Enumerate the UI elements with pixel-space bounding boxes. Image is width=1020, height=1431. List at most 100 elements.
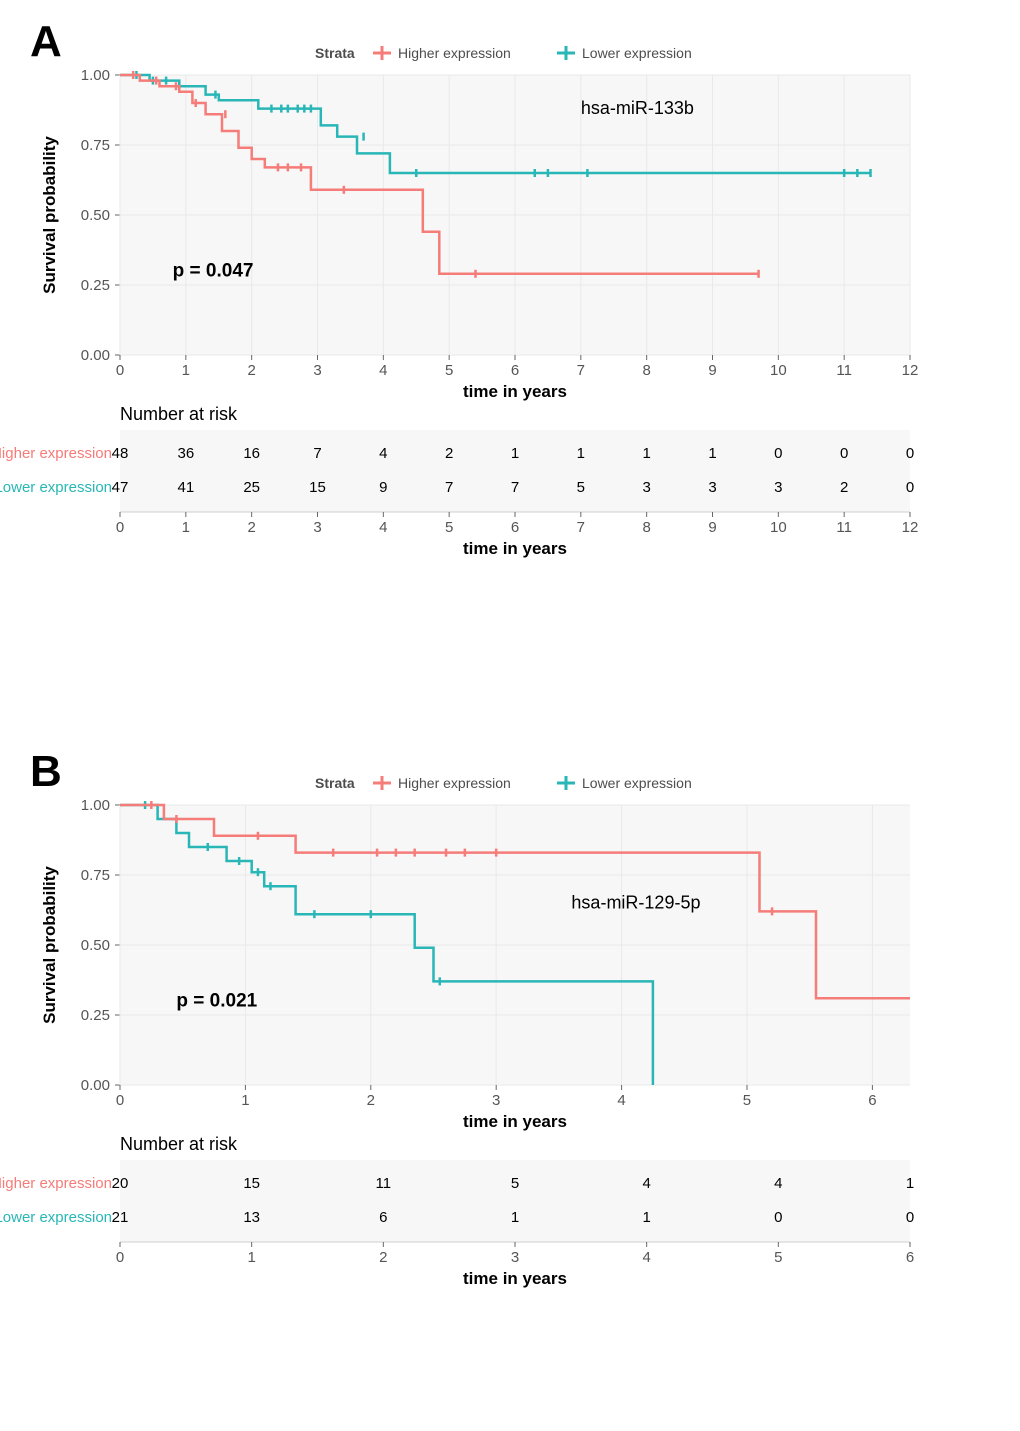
risk-x-title: time in years [463,1269,567,1288]
risk-value: 1 [511,445,519,462]
x-tick-label: 12 [902,362,919,379]
risk-value: 7 [313,445,321,462]
risk-value: 2 [840,479,848,496]
x-tick-label: 6 [868,1092,876,1109]
risk-value: 2 [445,445,453,462]
risk-value: 3 [774,479,782,496]
risk-value: 5 [577,479,585,496]
risk-value: 36 [177,445,194,462]
x-tick-label: 11 [836,362,852,379]
x-tick-label: 4 [617,1092,625,1109]
risk-value: 6 [379,1209,387,1226]
risk-value: 4 [774,1175,782,1192]
risk-value: 1 [906,1175,914,1192]
risk-value: 16 [243,445,260,462]
risk-value: 1 [642,445,650,462]
p-value: p = 0.047 [173,261,254,282]
risk-strata-label: Higher expression [0,445,112,462]
risk-value: 1 [708,445,716,462]
y-axis-title: Survival probability [40,136,59,294]
plot-area: 0.000.250.500.751.000123456789101112time… [40,67,918,401]
risk-x-tick: 5 [774,1249,782,1266]
x-tick-label: 2 [247,362,255,379]
x-tick-label: 3 [492,1092,500,1109]
legend-item-label: Higher expression [398,775,511,791]
risk-value: 48 [112,445,129,462]
x-tick-label: 0 [116,362,124,379]
risk-value: 21 [112,1209,129,1226]
risk-strata-label: Higher expression [0,1175,112,1192]
x-axis-title: time in years [463,382,567,401]
legend-item-label: Lower expression [582,45,692,61]
risk-value: 7 [511,479,519,496]
risk-value: 3 [642,479,650,496]
risk-value: 9 [379,479,387,496]
km-panel-B: Strata Higher expression Lower expression 0… [0,770,1020,1355]
x-tick-label: 9 [708,362,716,379]
risk-value: 0 [906,479,914,496]
risk-x-tick: 2 [247,519,255,536]
risk-value: 4 [642,1175,650,1192]
y-tick-label: 0.25 [81,1007,110,1024]
risk-value: 3 [708,479,716,496]
risk-x-tick: 6 [906,1249,914,1266]
risk-value: 47 [112,479,129,496]
risk-value: 7 [445,479,453,496]
x-tick-label: 1 [182,362,190,379]
risk-table: Number at risk Higher expression48 36 16 7 4 2… [0,404,918,558]
risk-value: 0 [906,1209,914,1226]
x-tick-label: 7 [577,362,585,379]
risk-x-tick: 12 [902,519,919,536]
risk-x-tick: 9 [708,519,716,536]
risk-x-tick: 2 [379,1249,387,1266]
y-tick-label: 0.00 [81,1077,110,1094]
risk-strata-label: Lower expression [0,479,112,496]
x-tick-label: 5 [445,362,453,379]
y-tick-label: 0.50 [81,207,110,224]
risk-x-tick: 0 [116,1249,124,1266]
risk-value: 15 [309,479,326,496]
risk-table-title: Number at risk [120,404,238,424]
annotation: hsa-miR-129-5p [571,893,700,913]
risk-x-tick: 5 [445,519,453,536]
risk-value: 1 [577,445,585,462]
y-tick-label: 0.50 [81,937,110,954]
x-tick-label: 4 [379,362,387,379]
risk-x-tick: 8 [642,519,650,536]
risk-bg [120,1160,910,1242]
legend-title: Strata [315,775,355,791]
risk-x-tick: 1 [247,1249,255,1266]
risk-value: 0 [774,445,782,462]
risk-value: 41 [177,479,194,496]
x-tick-label: 5 [743,1092,751,1109]
risk-value: 0 [774,1209,782,1226]
y-tick-label: 0.25 [81,277,110,294]
risk-value: 0 [906,445,914,462]
x-tick-label: 10 [770,362,787,379]
y-tick-label: 1.00 [81,67,110,84]
risk-value: 20 [112,1175,129,1192]
legend-item-label: Lower expression [582,775,692,791]
x-tick-label: 3 [313,362,321,379]
risk-value: 15 [243,1175,260,1192]
risk-x-tick: 7 [577,519,585,536]
risk-x-tick: 3 [313,519,321,536]
y-tick-label: 1.00 [81,797,110,814]
risk-value: 0 [840,445,848,462]
risk-x-tick: 4 [642,1249,650,1266]
risk-table-title: Number at risk [120,1134,238,1154]
risk-value: 13 [243,1209,260,1226]
x-tick-label: 1 [241,1092,249,1109]
risk-bg [120,430,910,512]
risk-value: 4 [379,445,387,462]
risk-value: 11 [376,1175,392,1192]
annotation: hsa-miR-133b [581,98,694,118]
risk-value: 1 [511,1209,519,1226]
x-tick-label: 8 [642,362,650,379]
y-tick-label: 0.75 [81,867,110,884]
risk-table: Number at riskHigher expression201511544… [0,1134,914,1288]
risk-value: 25 [243,479,260,496]
risk-x-tick: 3 [511,1249,519,1266]
plot-area: 0.000.250.500.751.000123456time in years… [40,797,910,1131]
risk-value: 1 [642,1209,650,1226]
